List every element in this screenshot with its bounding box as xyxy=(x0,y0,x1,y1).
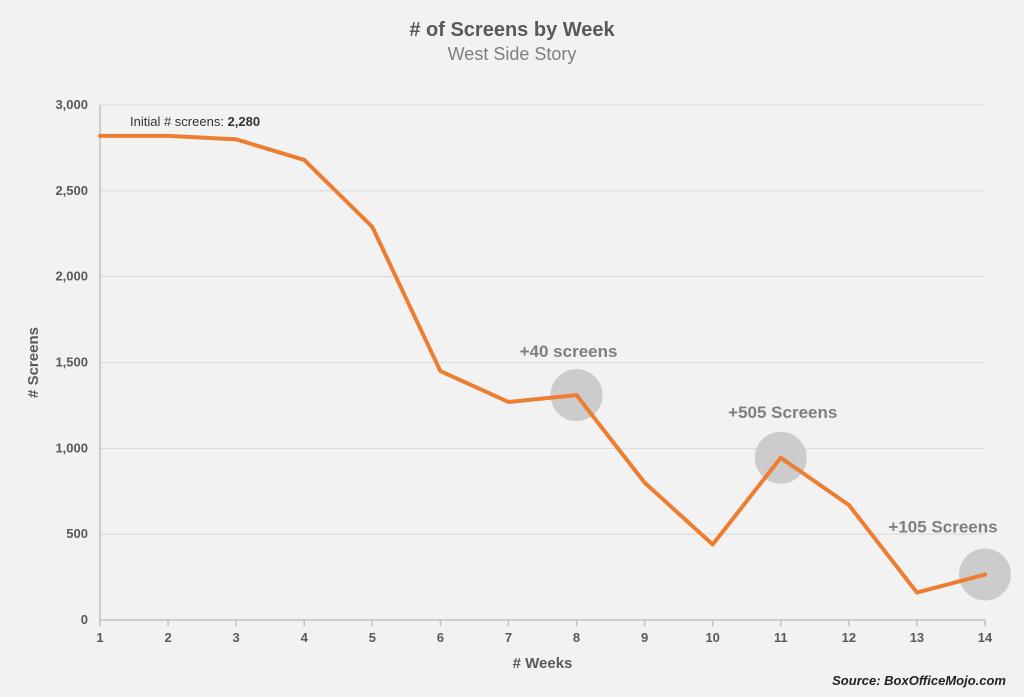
x-tick-label: 6 xyxy=(437,630,444,645)
x-tick-label: 5 xyxy=(369,630,376,645)
y-tick-label: 3,000 xyxy=(55,97,88,112)
x-tick-label: 8 xyxy=(573,630,580,645)
x-tick-label: 12 xyxy=(842,630,856,645)
x-tick-label: 9 xyxy=(641,630,648,645)
x-tick-label: 3 xyxy=(233,630,240,645)
chart-container: 05001,0001,5002,0002,5003,00012345678910… xyxy=(0,0,1024,697)
y-tick-label: 2,000 xyxy=(55,269,88,284)
y-tick-label: 1,000 xyxy=(55,440,88,455)
x-tick-label: 1 xyxy=(96,630,103,645)
x-tick-label: 7 xyxy=(505,630,512,645)
initial-screens-annotation: Initial # screens: 2,280 xyxy=(130,114,260,129)
y-tick-label: 2,500 xyxy=(55,183,88,198)
x-tick-label: 11 xyxy=(774,630,788,645)
chart-title: # of Screens by Week xyxy=(409,19,615,41)
y-tick-label: 0 xyxy=(81,612,88,627)
x-tick-label: 14 xyxy=(978,630,993,645)
y-tick-label: 500 xyxy=(66,526,88,541)
x-axis-label: # Weeks xyxy=(513,655,573,672)
line-chart: 05001,0001,5002,0002,5003,00012345678910… xyxy=(0,0,1024,697)
callout-label: +505 Screens xyxy=(728,403,837,422)
source-attribution: Source: BoxOfficeMojo.com xyxy=(832,673,1006,688)
x-tick-label: 10 xyxy=(705,630,719,645)
callout-label: +40 screens xyxy=(520,342,618,361)
chart-subtitle: West Side Story xyxy=(448,44,577,64)
y-axis-label: # Screens xyxy=(25,327,42,398)
y-tick-label: 1,500 xyxy=(55,355,88,370)
x-tick-label: 13 xyxy=(910,630,924,645)
x-tick-label: 2 xyxy=(164,630,171,645)
callout-label: +105 Screens xyxy=(888,518,997,537)
x-tick-label: 4 xyxy=(301,630,309,645)
